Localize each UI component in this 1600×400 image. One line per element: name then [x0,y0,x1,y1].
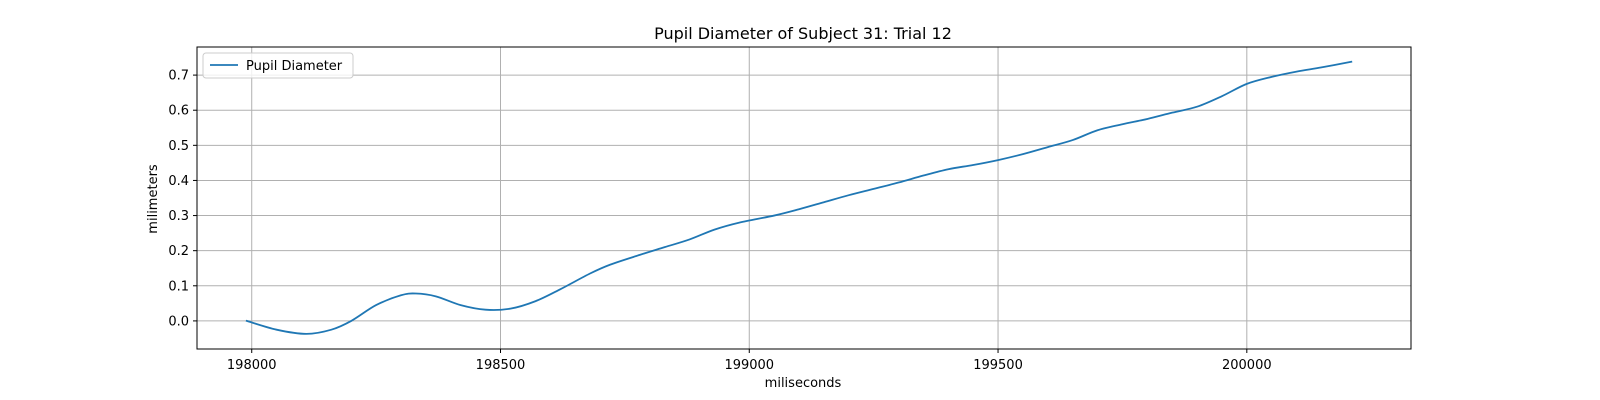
y-axis-label: milimeters [146,164,161,234]
legend-box [202,52,354,79]
y-tick-label: 0.2 [168,244,189,259]
series-layer [245,60,1353,335]
y-tick-label: 0.7 [168,69,189,84]
legend-label-pupil-diameter: Pupil Diameter [246,59,343,74]
legend: Pupil Diameter [202,52,354,79]
y-tick-label: 0.4 [168,174,189,189]
y-tick-label: 0.5 [168,139,189,154]
x-axis-label: miliseconds [765,376,842,391]
x-axis-ticks: 198000 198500 199000 199500 200000 [227,349,1272,373]
y-axis-ticks: 0.0 0.1 0.2 0.3 0.4 0.5 0.6 0.7 [168,69,197,329]
series-line-pupil-diameter [245,60,1353,335]
x-tick-label: 198500 [476,358,526,373]
y-tick-label: 0.6 [168,104,189,119]
chart-title: Pupil Diameter of Subject 31: Trial 12 [654,24,952,43]
plot-area-frame [196,46,1412,350]
x-tick-label: 199500 [973,358,1023,373]
y-tick-label: 0.3 [168,209,189,224]
x-tick-label: 200000 [1222,358,1272,373]
grid-lines [197,47,1411,349]
x-tick-label: 198000 [227,358,277,373]
y-tick-label: 0.0 [168,314,189,329]
x-tick-label: 199000 [724,358,774,373]
y-tick-label: 0.1 [168,279,189,294]
